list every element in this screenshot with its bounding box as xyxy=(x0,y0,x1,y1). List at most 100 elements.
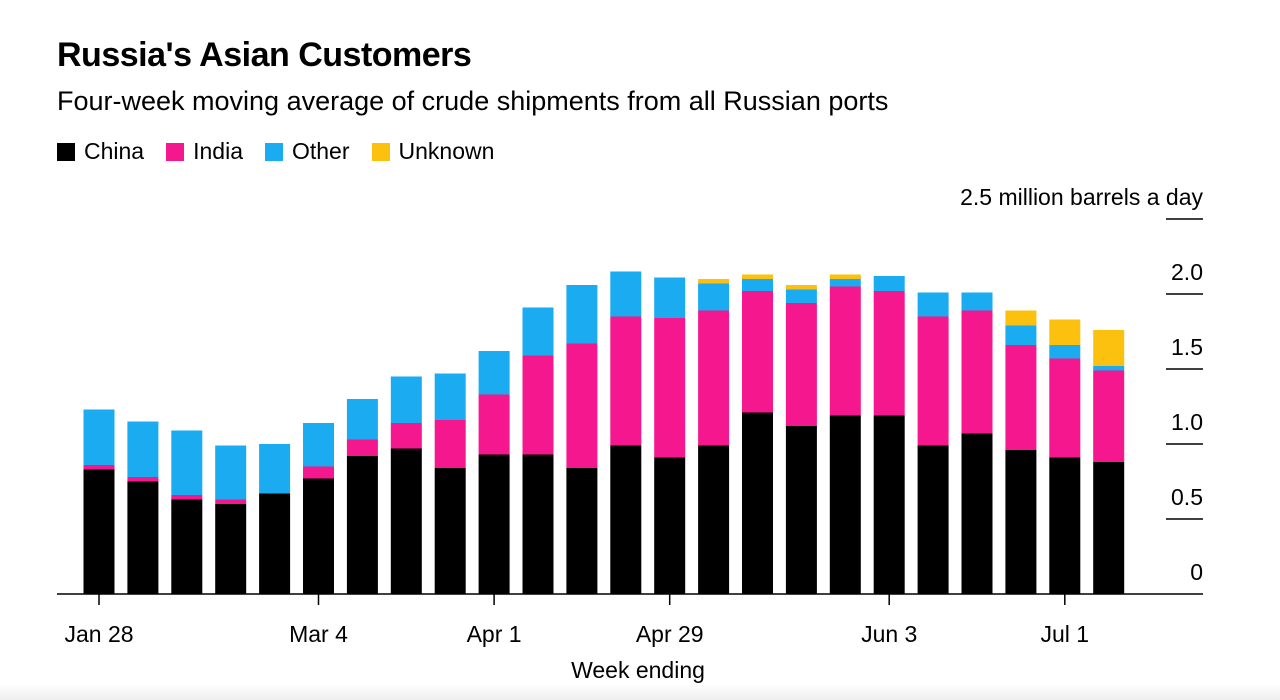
bar-segment-india xyxy=(698,310,730,446)
bar-segment-india xyxy=(654,318,686,458)
y-tick-label: 0 xyxy=(1190,559,1203,585)
bar-segment-india xyxy=(1049,358,1081,458)
bar-segment-china xyxy=(522,454,554,594)
chart-title: Russia's Asian Customers xyxy=(57,36,472,74)
bar-segment-china xyxy=(303,478,334,594)
bar-segment-china xyxy=(1049,457,1081,594)
bar-segment-other xyxy=(127,421,159,477)
bar-segment-other xyxy=(1093,366,1125,371)
legend-label: Unknown xyxy=(398,138,495,164)
x-axis-label: Week ending xyxy=(571,657,705,683)
x-tick-label: Jul 1 xyxy=(1041,621,1090,647)
bar-segment-china xyxy=(917,445,949,594)
legend-item-china: China xyxy=(57,138,144,165)
bar-segment-india xyxy=(522,355,554,455)
bar-segment-other xyxy=(303,423,334,467)
bar-segment-india xyxy=(390,423,422,449)
chart-subtitle: Four-week moving average of crude shipme… xyxy=(57,86,889,116)
bar-segment-india xyxy=(961,310,993,434)
bar-segment-other xyxy=(566,285,598,344)
bar-segment-unknown xyxy=(1093,330,1125,366)
bar-segment-china xyxy=(566,468,598,594)
bar-segment-china xyxy=(346,456,378,594)
bar-segment-india xyxy=(1093,370,1125,462)
bar-segment-unknown xyxy=(698,279,730,284)
bar-segment-india xyxy=(785,303,817,426)
bar-segment-china xyxy=(785,426,817,594)
y-tick-label: 2.5 million barrels a day xyxy=(960,184,1203,210)
bar-segment-china xyxy=(961,433,993,594)
legend-item-other: Other xyxy=(264,138,350,165)
legend-label: India xyxy=(193,138,243,164)
bar-segment-china xyxy=(259,493,291,594)
x-tick-label: Mar 4 xyxy=(289,621,348,647)
bar-segment-china xyxy=(698,445,730,594)
y-tick-label: 0.5 xyxy=(1171,484,1203,510)
legend-label: China xyxy=(84,138,145,164)
bar-segment-china xyxy=(1005,450,1037,594)
bar-segment-india xyxy=(478,394,510,455)
legend-swatch xyxy=(264,142,283,161)
bar-segment-other xyxy=(83,409,115,465)
bar-segment-india xyxy=(303,466,334,479)
bar-segment-other xyxy=(1049,345,1081,359)
x-tick-label: Apr 1 xyxy=(467,621,522,647)
legend-label: Other xyxy=(291,138,350,164)
bar-segment-other xyxy=(610,271,642,317)
bar-segment-other xyxy=(1005,325,1037,345)
bar-segment-india xyxy=(434,420,466,468)
y-tick-label: 2.0 xyxy=(1171,259,1203,285)
bar-segment-other xyxy=(742,279,773,291)
bar-segment-other xyxy=(917,292,949,317)
bar-segment-other xyxy=(259,444,291,494)
bar-segment-india xyxy=(566,343,598,468)
legend-item-unknown: Unknown xyxy=(371,138,495,165)
bar-segment-unknown xyxy=(742,274,773,279)
bar-segment-unknown xyxy=(785,285,817,290)
bar-segment-india xyxy=(917,316,949,446)
bar-segment-china xyxy=(215,504,247,594)
bar-segment-unknown xyxy=(829,274,861,279)
bar-segment-china xyxy=(390,448,422,594)
bar-segment-china xyxy=(610,445,642,594)
bar-segment-other xyxy=(215,445,247,500)
legend-swatch xyxy=(166,142,185,161)
bar-segment-other xyxy=(390,376,422,423)
bar-segment-other xyxy=(434,373,466,420)
bar-segment-china xyxy=(83,469,115,594)
y-tick-label: 1.0 xyxy=(1171,409,1203,435)
bar-segment-china xyxy=(1093,462,1125,594)
bar-segment-china xyxy=(654,457,686,594)
y-tick-label: 1.5 xyxy=(1171,334,1203,360)
x-tick-label: Jun 3 xyxy=(861,621,917,647)
bar-segment-other xyxy=(785,289,817,303)
bar-segment-india xyxy=(215,499,247,504)
x-tick-label: Apr 29 xyxy=(636,621,704,647)
bar-segment-other xyxy=(961,292,993,311)
bar-segment-india xyxy=(742,291,773,413)
legend: China India Other Unknown xyxy=(57,138,494,165)
x-tick-label: Jan 28 xyxy=(64,621,133,647)
bar-segment-other xyxy=(654,277,686,318)
bar-segment-india xyxy=(171,495,203,500)
bar-segment-other xyxy=(829,279,861,287)
bar-segment-other xyxy=(698,283,730,311)
bar-segment-india xyxy=(127,477,159,482)
bar-segment-other xyxy=(478,351,510,395)
bar-segment-china xyxy=(829,415,861,594)
bar-segment-india xyxy=(873,291,905,416)
bar-segment-unknown xyxy=(1049,319,1081,345)
bar-segment-china xyxy=(127,481,159,594)
bar-segment-china xyxy=(434,468,466,594)
bar-segment-india xyxy=(83,465,115,470)
bar-segment-india xyxy=(346,439,378,456)
bar-segment-india xyxy=(829,286,861,416)
legend-swatch xyxy=(371,142,390,161)
legend-item-india: India xyxy=(166,138,243,165)
bar-segment-india xyxy=(1005,345,1037,450)
bar-segment-china xyxy=(742,412,773,594)
legend-swatch xyxy=(57,142,75,161)
bar-segment-china xyxy=(873,415,905,594)
bar-segment-china xyxy=(478,454,510,594)
